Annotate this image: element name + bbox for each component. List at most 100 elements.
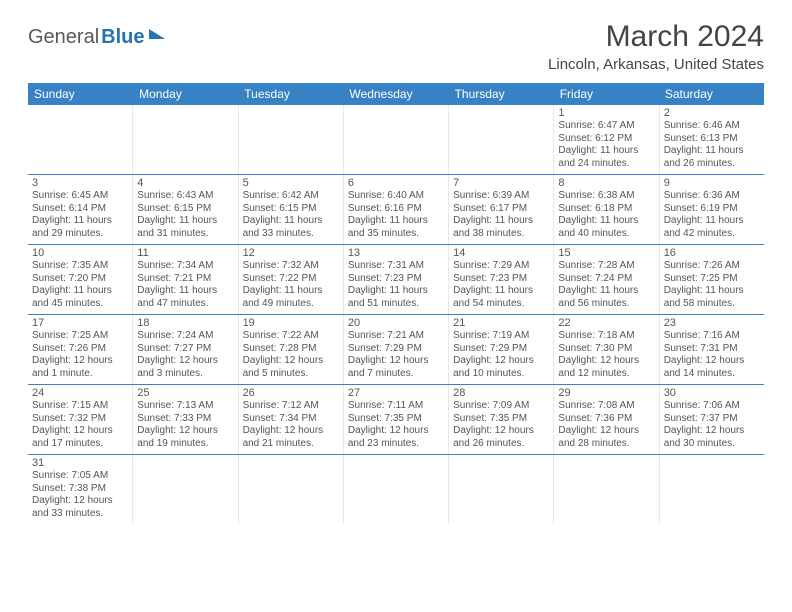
day-rise: Sunrise: 7:09 AM: [453, 400, 549, 413]
day-cell: 16Sunrise: 7:26 AMSunset: 7:25 PMDayligh…: [660, 245, 764, 314]
day-d2: and 58 minutes.: [664, 298, 760, 311]
day-d2: and 26 minutes.: [453, 438, 549, 451]
day-cell: 10Sunrise: 7:35 AMSunset: 7:20 PMDayligh…: [28, 245, 133, 314]
day-d2: and 33 minutes.: [32, 508, 128, 521]
day-d1: Daylight: 12 hours: [243, 425, 339, 438]
day-d1: Daylight: 11 hours: [32, 215, 128, 228]
day-d2: and 7 minutes.: [348, 368, 444, 381]
day-cell-empty: [344, 105, 449, 174]
week-row: 1Sunrise: 6:47 AMSunset: 6:12 PMDaylight…: [28, 105, 764, 175]
day-number: 28: [453, 387, 549, 399]
day-number: 21: [453, 317, 549, 329]
location-text: Lincoln, Arkansas, United States: [548, 56, 764, 73]
day-number: 13: [348, 247, 444, 259]
day-number: 18: [137, 317, 233, 329]
day-cell: 24Sunrise: 7:15 AMSunset: 7:32 PMDayligh…: [28, 385, 133, 454]
day-set: Sunset: 7:32 PM: [32, 413, 128, 426]
logo-flag-icon: [149, 29, 165, 39]
day-set: Sunset: 6:13 PM: [664, 133, 760, 146]
day-cell-empty: [133, 455, 238, 524]
day-number: 15: [558, 247, 654, 259]
day-cell-empty: [239, 105, 344, 174]
day-rise: Sunrise: 6:46 AM: [664, 120, 760, 133]
day-d1: Daylight: 11 hours: [664, 285, 760, 298]
day-d1: Daylight: 12 hours: [664, 425, 760, 438]
day-cell: 14Sunrise: 7:29 AMSunset: 7:23 PMDayligh…: [449, 245, 554, 314]
day-d2: and 29 minutes.: [32, 228, 128, 241]
logo-text-general: General: [28, 26, 99, 49]
day-set: Sunset: 6:18 PM: [558, 203, 654, 216]
day-set: Sunset: 7:33 PM: [137, 413, 233, 426]
day-set: Sunset: 7:24 PM: [558, 273, 654, 286]
day-d2: and 19 minutes.: [137, 438, 233, 451]
day-cell: 6Sunrise: 6:40 AMSunset: 6:16 PMDaylight…: [344, 175, 449, 244]
day-rise: Sunrise: 7:24 AM: [137, 330, 233, 343]
day-cell: 15Sunrise: 7:28 AMSunset: 7:24 PMDayligh…: [554, 245, 659, 314]
day-d1: Daylight: 12 hours: [664, 355, 760, 368]
day-set: Sunset: 7:29 PM: [348, 343, 444, 356]
day-number: 10: [32, 247, 128, 259]
day-cell: 17Sunrise: 7:25 AMSunset: 7:26 PMDayligh…: [28, 315, 133, 384]
day-cell-empty: [239, 455, 344, 524]
day-number: 27: [348, 387, 444, 399]
day-number: 19: [243, 317, 339, 329]
day-set: Sunset: 7:29 PM: [453, 343, 549, 356]
day-d2: and 30 minutes.: [664, 438, 760, 451]
day-set: Sunset: 7:23 PM: [348, 273, 444, 286]
day-rise: Sunrise: 6:40 AM: [348, 190, 444, 203]
day-cell-empty: [344, 455, 449, 524]
day-set: Sunset: 7:34 PM: [243, 413, 339, 426]
day-d1: Daylight: 11 hours: [32, 285, 128, 298]
day-rise: Sunrise: 7:15 AM: [32, 400, 128, 413]
day-number: 11: [137, 247, 233, 259]
day-set: Sunset: 6:19 PM: [664, 203, 760, 216]
weekday-sunday: Sunday: [28, 83, 133, 105]
header: GeneralBlue March 2024 Lincoln, Arkansas…: [28, 20, 764, 73]
week-row: 3Sunrise: 6:45 AMSunset: 6:14 PMDaylight…: [28, 175, 764, 245]
day-d2: and 23 minutes.: [348, 438, 444, 451]
day-set: Sunset: 7:35 PM: [453, 413, 549, 426]
day-d2: and 14 minutes.: [664, 368, 760, 381]
day-cell-empty: [660, 455, 764, 524]
weekday-saturday: Saturday: [659, 83, 764, 105]
day-number: 22: [558, 317, 654, 329]
day-rise: Sunrise: 7:18 AM: [558, 330, 654, 343]
day-d2: and 21 minutes.: [243, 438, 339, 451]
day-rise: Sunrise: 6:39 AM: [453, 190, 549, 203]
day-d2: and 51 minutes.: [348, 298, 444, 311]
day-number: 4: [137, 177, 233, 189]
day-d2: and 10 minutes.: [453, 368, 549, 381]
day-cell: 29Sunrise: 7:08 AMSunset: 7:36 PMDayligh…: [554, 385, 659, 454]
day-cell: 8Sunrise: 6:38 AMSunset: 6:18 PMDaylight…: [554, 175, 659, 244]
day-d2: and 47 minutes.: [137, 298, 233, 311]
day-d1: Daylight: 11 hours: [664, 215, 760, 228]
weekday-friday: Friday: [554, 83, 659, 105]
day-number: 17: [32, 317, 128, 329]
day-set: Sunset: 7:28 PM: [243, 343, 339, 356]
day-cell: 13Sunrise: 7:31 AMSunset: 7:23 PMDayligh…: [344, 245, 449, 314]
day-cell: 9Sunrise: 6:36 AMSunset: 6:19 PMDaylight…: [660, 175, 764, 244]
day-cell: 3Sunrise: 6:45 AMSunset: 6:14 PMDaylight…: [28, 175, 133, 244]
day-d2: and 17 minutes.: [32, 438, 128, 451]
day-cell: 23Sunrise: 7:16 AMSunset: 7:31 PMDayligh…: [660, 315, 764, 384]
day-rise: Sunrise: 7:13 AM: [137, 400, 233, 413]
day-d1: Daylight: 12 hours: [32, 425, 128, 438]
day-rise: Sunrise: 7:08 AM: [558, 400, 654, 413]
day-cell: 2Sunrise: 6:46 AMSunset: 6:13 PMDaylight…: [660, 105, 764, 174]
day-d2: and 49 minutes.: [243, 298, 339, 311]
day-d1: Daylight: 11 hours: [558, 285, 654, 298]
weeks-container: 1Sunrise: 6:47 AMSunset: 6:12 PMDaylight…: [28, 105, 764, 524]
title-block: March 2024 Lincoln, Arkansas, United Sta…: [548, 20, 764, 73]
day-rise: Sunrise: 7:11 AM: [348, 400, 444, 413]
calendar: SundayMondayTuesdayWednesdayThursdayFrid…: [28, 83, 764, 524]
week-row: 10Sunrise: 7:35 AMSunset: 7:20 PMDayligh…: [28, 245, 764, 315]
day-cell: 20Sunrise: 7:21 AMSunset: 7:29 PMDayligh…: [344, 315, 449, 384]
day-set: Sunset: 6:17 PM: [453, 203, 549, 216]
day-d1: Daylight: 11 hours: [348, 285, 444, 298]
day-rise: Sunrise: 7:22 AM: [243, 330, 339, 343]
day-set: Sunset: 7:36 PM: [558, 413, 654, 426]
day-number: 14: [453, 247, 549, 259]
day-d1: Daylight: 12 hours: [348, 355, 444, 368]
day-rise: Sunrise: 6:47 AM: [558, 120, 654, 133]
day-number: 24: [32, 387, 128, 399]
